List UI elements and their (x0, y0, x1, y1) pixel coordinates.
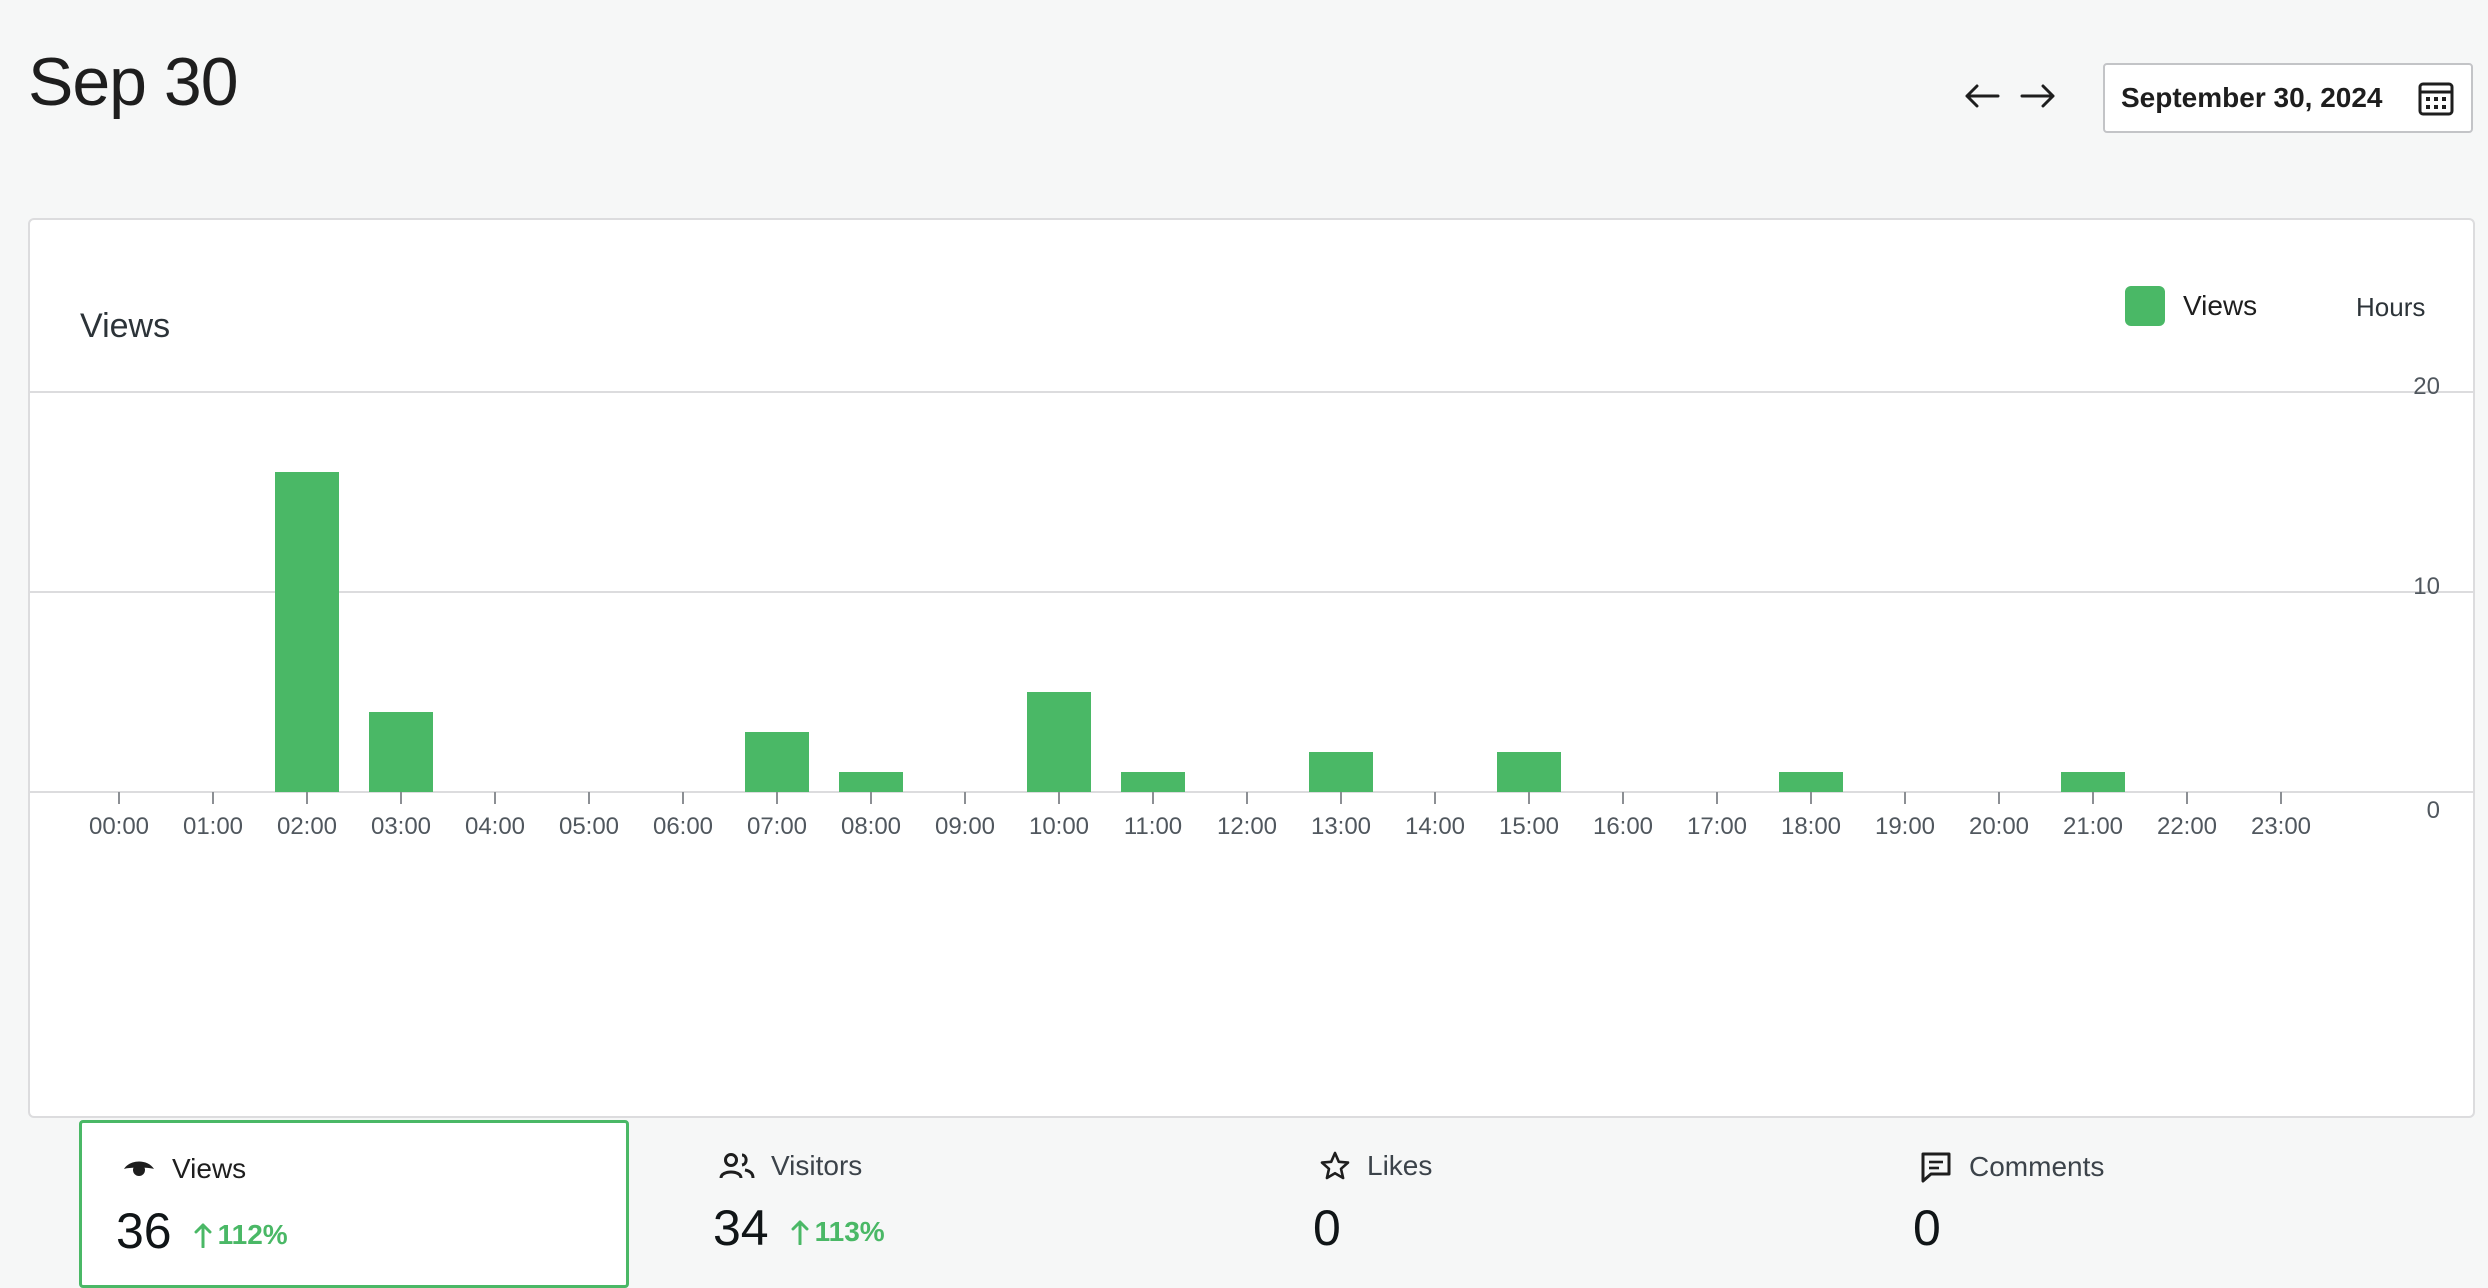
chart-bar[interactable] (369, 712, 433, 792)
views-bar-chart: 20 10 0 00:00 01:00 02:00 03:00 04:00 05:00 06:00… (30, 373, 2475, 840)
stat-trend-visitors: 113% (791, 1216, 885, 1248)
stat-value-likes: 0 (1313, 1200, 1341, 1256)
x-tick-label: 07:00 (747, 813, 807, 840)
period-selector[interactable]: Hours (2356, 292, 2426, 322)
x-tick-label: 05:00 (559, 813, 619, 840)
chart-title: Views (80, 307, 171, 345)
calendar-icon (2418, 82, 2454, 116)
views-chart-card: Views Views Hours 20 10 0 00:00 01:00 02:00 03… (28, 218, 2475, 1288)
x-tick-label: 04:00 (465, 813, 525, 840)
chart-bar[interactable] (2061, 772, 2125, 792)
x-tick-label: 18:00 (1781, 813, 1841, 840)
stat-label-visitors: Visitors (771, 1150, 863, 1181)
x-tick-label: 10:00 (1029, 813, 1089, 840)
chart-legend: Views (2125, 286, 2257, 326)
stat-value-visitors: 34 (713, 1200, 769, 1256)
stat-tile-likes[interactable]: Likes 0 (1279, 1120, 1829, 1288)
x-tick-label: 00:00 (89, 813, 149, 840)
next-day-button[interactable] (2018, 76, 2058, 116)
stat-tile-views[interactable]: Views 36 112% (79, 1120, 629, 1288)
x-tick-label: 06:00 (653, 813, 713, 840)
stat-value-views: 36 (116, 1203, 172, 1259)
x-tick-label: 14:00 (1405, 813, 1465, 840)
stat-trend-value-views: 112% (217, 1219, 288, 1250)
x-tick-label: 15:00 (1499, 813, 1559, 840)
x-tick-label: 23:00 (2251, 813, 2311, 840)
arrow-left-icon (1965, 84, 2000, 108)
x-tick-label: 13:00 (1311, 813, 1371, 840)
legend-swatch (2125, 286, 2165, 326)
stat-label-likes: Likes (1367, 1150, 1433, 1181)
stat-trend-value-visitors: 113% (814, 1216, 885, 1247)
legend-label: Views (2183, 290, 2258, 321)
arrow-up-icon (194, 1223, 212, 1248)
x-tick-label: 19:00 (1875, 813, 1935, 840)
eye-icon (124, 1161, 154, 1176)
x-tick-label: 17:00 (1687, 813, 1747, 840)
chart-bar[interactable] (839, 772, 903, 792)
y-tick-label: 20 (2413, 373, 2440, 400)
previous-day-button[interactable] (1962, 76, 2002, 116)
comment-icon (1921, 1152, 1951, 1183)
chart-bar[interactable] (1779, 772, 1843, 792)
stat-label-comments: Comments (1969, 1151, 2105, 1182)
chart-bar[interactable] (1121, 772, 1185, 792)
date-picker[interactable]: September 30, 2024 (2103, 63, 2473, 133)
x-tick-label: 08:00 (841, 813, 901, 840)
stat-trend-views: 112% (194, 1219, 288, 1251)
people-icon (719, 1153, 755, 1179)
chart-bar[interactable] (1027, 692, 1091, 792)
x-tick-label: 12:00 (1217, 813, 1277, 840)
y-tick-label: 0 (2427, 797, 2440, 824)
x-tick-label: 03:00 (371, 813, 431, 840)
x-tick-label: 09:00 (935, 813, 995, 840)
star-icon (1320, 1151, 1350, 1180)
arrow-up-icon (791, 1220, 809, 1245)
chart-bar[interactable] (745, 732, 809, 792)
x-tick-label: 22:00 (2157, 813, 2217, 840)
y-tick-label: 10 (2413, 573, 2440, 600)
stat-tile-visitors[interactable]: Visitors 34 113% (679, 1120, 1229, 1288)
chart-bar[interactable] (1309, 752, 1373, 792)
x-tick-label: 21:00 (2063, 813, 2123, 840)
x-tick-label: 16:00 (1593, 813, 1653, 840)
date-picker-value: September 30, 2024 (2121, 82, 2383, 113)
arrow-right-icon (2020, 84, 2055, 108)
stat-tile-comments[interactable]: Comments 0 (1879, 1120, 2429, 1288)
x-tick-label: 02:00 (277, 813, 337, 840)
stat-label-views: Views (172, 1153, 247, 1184)
page-title: Sep 30 (28, 44, 239, 120)
x-tick-label: 01:00 (183, 813, 243, 840)
chart-bar[interactable] (275, 472, 339, 792)
x-tick-label: 20:00 (1969, 813, 2029, 840)
chart-bar[interactable] (1497, 752, 1561, 792)
x-tick-label: 11:00 (1124, 813, 1182, 840)
stat-value-comments: 0 (1913, 1200, 1941, 1256)
